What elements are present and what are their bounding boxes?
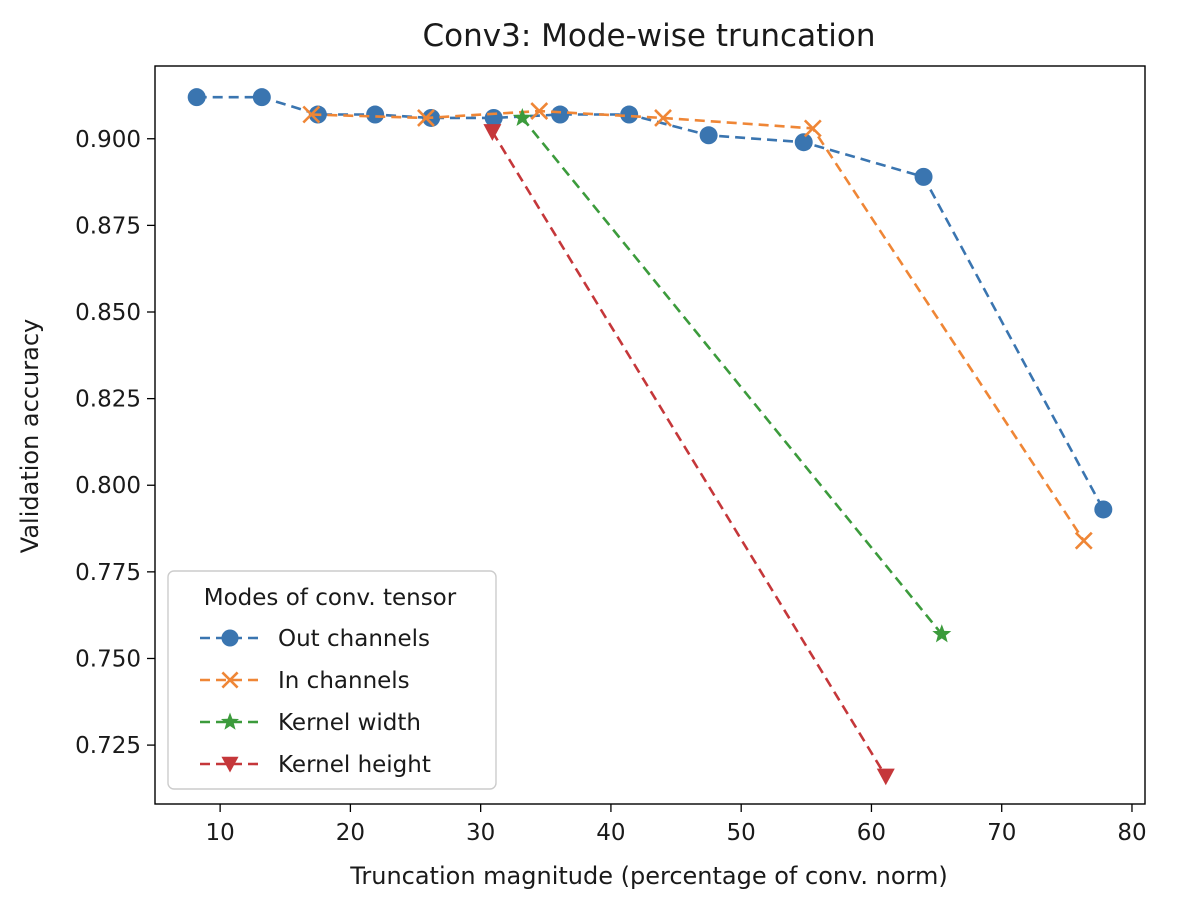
- x-tick-label: 30: [466, 820, 495, 846]
- y-tick-label: 0.900: [75, 127, 141, 153]
- y-tick-label: 0.750: [75, 646, 141, 672]
- legend-label-kernel-height: Kernel height: [278, 752, 431, 778]
- data-point-out-channels: [551, 105, 570, 124]
- plot-frame: [154, 65, 1146, 805]
- series-kernel-height: [483, 124, 895, 786]
- legend-label-kernel-width: Kernel width: [278, 710, 421, 736]
- plot-layer: [187, 88, 1113, 786]
- x-tick-label: 20: [336, 820, 365, 846]
- y-tick-label: 0.800: [75, 473, 141, 499]
- x-tick-label: 50: [727, 820, 756, 846]
- axis-ticks: 10 20 30 40 50 60 70 80 0.725 0.750 0.775 0.800 0.82…: [75, 127, 1146, 846]
- series-line-kernel-width: [521, 117, 943, 636]
- legend-entry-in-channels: In channels: [200, 668, 410, 694]
- data-point-kernel-width: [932, 624, 952, 643]
- series-in-channels: [302, 102, 1093, 550]
- data-point-kernel-height: [876, 768, 895, 786]
- data-point-kernel-width: [512, 107, 532, 127]
- data-point-out-channels: [252, 88, 271, 107]
- series-kernel-width: [512, 107, 952, 643]
- legend-box: [167, 570, 497, 790]
- y-tick-label: 0.825: [75, 387, 141, 413]
- x-tick-label: 40: [596, 820, 625, 846]
- data-point-out-channels: [1094, 500, 1113, 519]
- data-point-out-channels: [620, 105, 639, 124]
- data-point-kernel-height: [483, 124, 502, 141]
- legend: Modes of conv. tensor Out channels In chan…: [167, 570, 497, 790]
- x-tick-label: 60: [857, 820, 886, 846]
- data-point-out-channels: [914, 167, 933, 186]
- data-point-out-channels: [699, 126, 718, 145]
- y-tick-label: 0.875: [75, 213, 141, 239]
- x-tick-label: 80: [1117, 820, 1146, 846]
- x-tick-label: 70: [987, 820, 1016, 846]
- y-tick-label: 0.775: [75, 560, 141, 586]
- x-axis-label: Truncation magnitude (percentage of conv…: [349, 862, 948, 890]
- data-point-out-channels: [187, 88, 206, 107]
- data-point-in-channels: [654, 109, 672, 127]
- legend-marker-kernel-width: [220, 712, 240, 730]
- data-point-in-channels: [803, 119, 822, 138]
- data-point-in-channels: [417, 109, 435, 127]
- data-point-in-channels: [302, 105, 321, 124]
- y-tick-label: 0.850: [75, 300, 141, 326]
- legend-marker-in-channels: [221, 671, 239, 689]
- y-tick-label: 0.725: [75, 733, 141, 759]
- legend-entry-out-channels: Out channels: [200, 626, 430, 652]
- series-line-out-channels: [196, 95, 1105, 511]
- legend-marker-out-channels: [221, 629, 239, 647]
- legend-marker-kernel-height: [221, 756, 239, 773]
- series-out-channels: [187, 88, 1113, 519]
- series-line-in-channels: [311, 109, 1085, 542]
- data-point-out-channels: [366, 105, 385, 124]
- legend-label-out-channels: Out channels: [278, 626, 430, 652]
- y-axis-label: Validation accuracy: [16, 319, 44, 553]
- legend-entry-kernel-height: Kernel height: [200, 752, 431, 778]
- legend-title: Modes of conv. tensor: [204, 585, 457, 611]
- legend-entry-kernel-width: Kernel width: [200, 710, 421, 736]
- chart-title: Conv3: Mode-wise truncation: [423, 18, 876, 54]
- series-line-kernel-height: [491, 131, 887, 777]
- data-point-out-channels: [794, 133, 813, 152]
- legend-label-in-channels: In channels: [278, 668, 410, 694]
- x-tick-label: 10: [205, 820, 234, 846]
- data-point-in-channels: [530, 102, 549, 120]
- data-point-in-channels: [1074, 531, 1093, 550]
